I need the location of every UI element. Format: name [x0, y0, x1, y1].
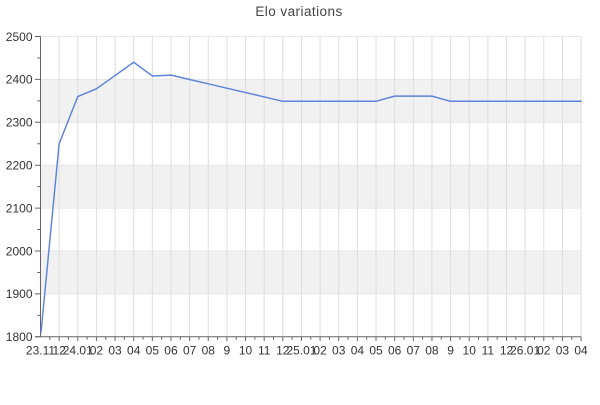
svg-text:2100: 2100 [6, 201, 33, 215]
svg-text:12: 12 [52, 344, 66, 358]
svg-text:12: 12 [500, 344, 514, 358]
svg-text:03: 03 [556, 344, 570, 358]
svg-text:10: 10 [239, 344, 253, 358]
svg-text:10: 10 [463, 344, 477, 358]
svg-text:2000: 2000 [6, 244, 33, 258]
svg-text:07: 07 [407, 344, 421, 358]
svg-text:23.11: 23.11 [26, 344, 55, 358]
svg-text:03: 03 [108, 344, 122, 358]
svg-text:04: 04 [127, 344, 141, 358]
svg-text:06: 06 [388, 344, 402, 358]
svg-text:11: 11 [258, 344, 271, 358]
svg-text:26.01: 26.01 [510, 344, 540, 358]
svg-text:04: 04 [574, 344, 588, 358]
svg-text:9: 9 [224, 344, 231, 358]
svg-text:02: 02 [537, 344, 551, 358]
svg-text:1900: 1900 [6, 287, 33, 301]
svg-text:9: 9 [447, 344, 454, 358]
svg-text:04: 04 [351, 344, 365, 358]
svg-text:2400: 2400 [6, 73, 33, 87]
svg-text:2200: 2200 [6, 159, 33, 173]
svg-text:11: 11 [482, 344, 495, 358]
svg-text:02: 02 [313, 344, 327, 358]
svg-text:1800: 1800 [6, 330, 33, 344]
svg-text:05: 05 [369, 344, 383, 358]
svg-text:02: 02 [90, 344, 104, 358]
svg-text:06: 06 [164, 344, 178, 358]
svg-text:Elo variations: Elo variations [255, 4, 342, 19]
svg-text:05: 05 [146, 344, 160, 358]
svg-text:25.01: 25.01 [286, 344, 316, 358]
svg-text:2300: 2300 [6, 116, 33, 130]
svg-text:03: 03 [332, 344, 346, 358]
svg-text:2500: 2500 [6, 30, 33, 44]
svg-text:08: 08 [425, 344, 439, 358]
svg-text:24.01: 24.01 [63, 344, 93, 358]
svg-text:08: 08 [202, 344, 216, 358]
svg-text:07: 07 [183, 344, 197, 358]
svg-text:12: 12 [276, 344, 290, 358]
